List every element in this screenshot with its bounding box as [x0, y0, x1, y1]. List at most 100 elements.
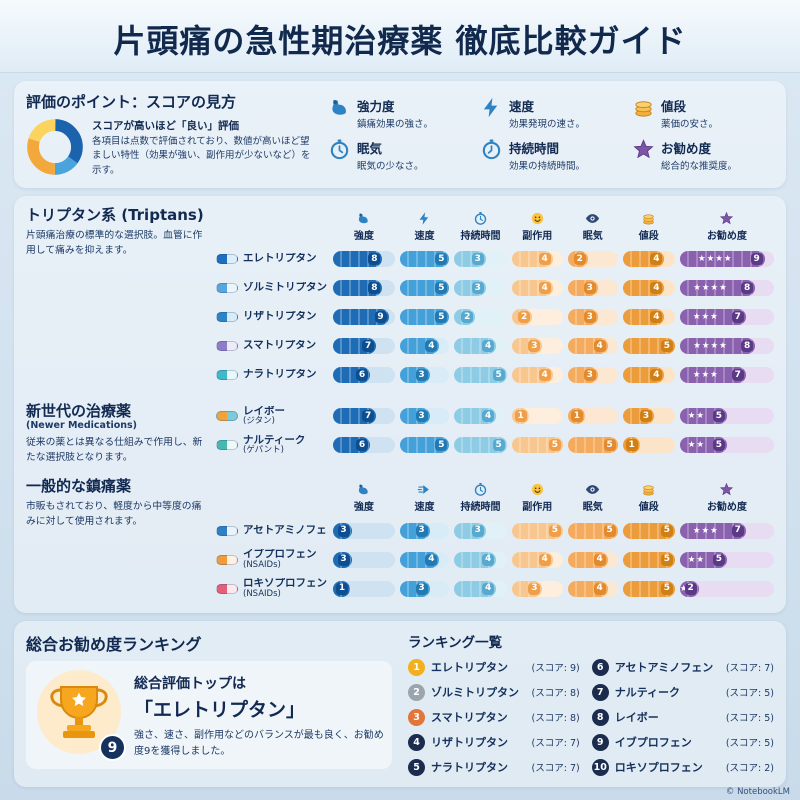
drug-name-sub: (ゲパント) [243, 445, 284, 456]
drug-row: ナルティーク (ゲパント) 6 5 5 5 5 1 ★★ 5 [216, 431, 774, 460]
drug-row: レイボー (ジタン) 7 3 4 1 1 3 ★★ 5 [216, 402, 774, 431]
rank-score: (スコア: 8) [531, 688, 580, 700]
legend-heading: 評価のポイント：スコアの見方 [26, 93, 237, 111]
stat-bar: 4 [511, 367, 563, 384]
capsule-icon [216, 370, 238, 381]
column-label: 値段 [638, 230, 659, 242]
ranking-summary: 総合お勧め度ランキング 9 [26, 631, 392, 777]
stat-value: 3 [528, 340, 541, 353]
stat-value: 4 [538, 369, 551, 382]
stat-bar: 3 [399, 408, 450, 425]
stat-bar: 5 [622, 551, 676, 568]
rank-number-badge: 6 [591, 658, 609, 676]
stat-value: 3 [583, 282, 596, 295]
rank-drug-name: スマトリプタン [431, 711, 508, 725]
med-section: 一般的な鎮痛薬市販もされており、軽度から中等度の痛みに対して使用されます。 強度 速… [26, 477, 774, 603]
drug-row: ナラトリプタン 6 3 5 4 3 4 ★★★ 7 [216, 361, 774, 390]
rank-number-badge: 5 [408, 758, 425, 776]
ranking-list-block: ランキング一覧 1 エレトリプタン (スコア: 9) 2 ゾルミトリプタン (スコア: 8… [408, 631, 774, 777]
stat-bar: 3 [399, 522, 450, 539]
recommend-score: 5 [712, 553, 725, 566]
stat-value: 4 [538, 253, 551, 266]
stat-value: 4 [650, 253, 663, 266]
rank-number-badge: 1 [408, 658, 425, 676]
stopwatch-icon [473, 482, 488, 497]
stat-value: 4 [538, 282, 551, 295]
star-rating: ★★ [687, 440, 706, 451]
stat-value: 3 [415, 582, 428, 595]
stat-bar: 4 [454, 580, 507, 597]
ranking-item: 5 ナラトリプタン (スコア: 7) [408, 757, 580, 777]
rank-score: (スコア: 7) [531, 763, 580, 775]
rank-score: (スコア: 9) [531, 663, 580, 675]
med-section: 新世代の治療薬 (Newer Medications) 従来の薬とは異なる仕組みで作… [26, 402, 774, 465]
column-label: 速度 [414, 502, 435, 514]
rank-number-badge: 7 [591, 683, 609, 701]
recommend-bar: ★★ 5 [679, 551, 774, 568]
med-section: トリプタン系 (Triptans) 片頭痛治療の標準的な選択肢。血管に作用して痛み… [26, 206, 774, 390]
column-label: お勧め度 [706, 230, 747, 242]
column-label: 持続時間 [460, 230, 501, 242]
drug-row: リザトリプタン 9 5 2 2 3 4 ★★★ 7 [216, 303, 774, 332]
stat-bar: 5 [454, 367, 507, 384]
star-rating: ★★★★ [693, 283, 728, 294]
column-label: 強度 [353, 502, 374, 514]
stat-bar: 4 [511, 251, 563, 268]
stat-bar: 5 [622, 522, 676, 539]
top-description: 強さ、速さ、副作用などのバランスが最も良く、お勧め度9を獲得しました。 [134, 730, 384, 757]
column-label: 眠気 [582, 230, 603, 242]
stat-bar: 3 [567, 367, 618, 384]
stat-bar: 8 [333, 280, 395, 297]
muscle-icon [356, 482, 371, 497]
rank-drug-name: リザトリプタン [431, 736, 508, 750]
section-subheading: (Newer Medications) [26, 419, 138, 431]
stat-bar: 3 [399, 580, 450, 597]
stat-bar: 8 [333, 251, 395, 268]
ranking-item: 7 ナルティーク (スコア: 5) [591, 682, 774, 702]
star-rating: ★ [680, 584, 699, 594]
stat-bar: 4 [511, 280, 563, 297]
stat-bar: 3 [454, 280, 507, 297]
recommend-score: 5 [712, 439, 725, 452]
recommend-score: 7 [731, 311, 744, 324]
rank-number-badge: 8 [591, 708, 609, 726]
column-header-row: 強度 速度 持続時間 副作用 眠気 値段 お勧め度 [216, 477, 774, 513]
rank-score: (スコア: 5) [725, 713, 774, 725]
column-label: 持続時間 [460, 502, 501, 514]
recommend-bar: ★★ 5 [679, 437, 774, 454]
stat-value: 3 [337, 524, 350, 537]
coins-icon [641, 482, 656, 497]
stat-bar: 5 [622, 338, 676, 355]
stat-value: 5 [435, 439, 448, 452]
stat-value: 3 [415, 524, 428, 537]
stat-bar: 7 [333, 408, 395, 425]
capsule-icon [216, 283, 238, 294]
stat-bar: 3 [622, 408, 675, 425]
stat-value: 3 [415, 410, 428, 423]
rank-drug-name: ロキソプロフェン [614, 761, 703, 775]
legend-item-desc: 総合的な推奨度。 [661, 161, 738, 173]
stat-bar: 6 [333, 437, 395, 454]
column-label: 値段 [638, 502, 659, 514]
stat-value: 8 [368, 282, 381, 295]
stat-value: 4 [538, 553, 551, 566]
rank-score: (スコア: 5) [725, 688, 774, 700]
stat-value: 3 [583, 311, 596, 324]
section-heading: 一般的な鎮痛薬 [26, 477, 132, 496]
stat-value: 4 [482, 340, 495, 353]
stat-value: 3 [337, 553, 350, 566]
stat-bar: 4 [622, 280, 675, 297]
ranking-item: 2 ゾルミトリプタン (スコア: 8) [408, 682, 580, 702]
drug-row: スマトリプタン 7 4 4 3 4 5 ★★★★ 8 [216, 332, 774, 361]
drug-name: イブプロフェン [243, 548, 317, 560]
recommend-score: 9 [750, 253, 763, 266]
section-description: 市販もされており、軽度から中等度の痛みに対して使用されます。 [26, 501, 202, 528]
stat-bar: 3 [511, 580, 563, 597]
stat-value: 3 [639, 410, 652, 423]
stat-bar: 2 [567, 251, 618, 268]
stat-value: 5 [435, 253, 448, 266]
top-medication-name: 「エレトリプタン」 [134, 699, 306, 722]
capsule-icon [216, 554, 238, 565]
recommend-score: 8 [741, 340, 754, 353]
capsule-icon [216, 525, 238, 536]
